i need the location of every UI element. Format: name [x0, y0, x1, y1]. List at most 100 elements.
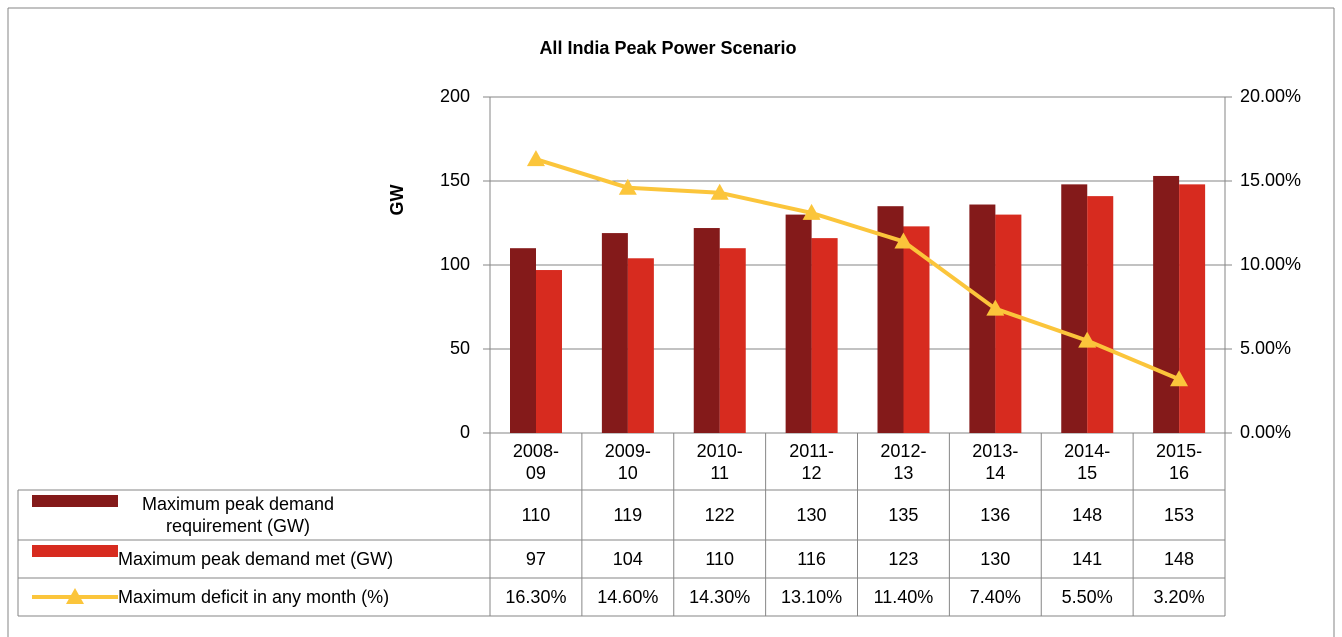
x-tick-label: 2009-10 [582, 433, 674, 490]
table-value-text: 116 [797, 549, 826, 569]
legend-label: Maximum peak demand met (GW) [118, 540, 490, 578]
table-value: 130 [949, 540, 1041, 578]
legend-label: Maximum peak demand requirement (GW) [118, 490, 358, 540]
table-value: 110 [674, 540, 766, 578]
x-tick-label: 2012-13 [858, 433, 950, 490]
table-value: 153 [1133, 490, 1225, 540]
y2-tick-label: 10.00% [1240, 254, 1301, 274]
table-value-text: 119 [613, 505, 643, 525]
x-tick-label-text: 2012-13 [880, 440, 927, 483]
table-value: 7.40% [949, 578, 1041, 616]
table-value-text: 97 [525, 549, 546, 569]
table-value-text: 148 [1072, 505, 1103, 525]
table-value: 13.10% [766, 578, 858, 616]
x-tick-label: 2015-16 [1133, 433, 1225, 490]
bar [1179, 184, 1206, 433]
table-value: 148 [1041, 490, 1133, 540]
table-value-text: 130 [796, 505, 827, 525]
y-tick-label: 50 [450, 338, 470, 358]
table-value-text: 122 [704, 505, 735, 525]
table-value-text: 148 [1164, 549, 1195, 569]
table-value: 14.60% [582, 578, 674, 616]
y-tick-label: 200 [440, 86, 470, 106]
legend-label-text: Maximum peak demand requirement (GW) [141, 494, 335, 536]
marker [1078, 331, 1097, 348]
table-value: 110 [490, 490, 582, 540]
table-value: 104 [582, 540, 674, 578]
bar [536, 270, 562, 433]
bar [1061, 184, 1088, 433]
table-value-text: 135 [888, 505, 919, 525]
bar [627, 258, 654, 433]
x-tick-label-text: 2008-09 [512, 440, 559, 483]
bar [1153, 175, 1180, 433]
x-tick-label: 2010-11 [674, 433, 766, 490]
table-value-text: 123 [888, 549, 919, 569]
table-value: 5.50% [1041, 578, 1133, 616]
y-tick-label: 150 [440, 170, 470, 190]
x-tick-label-text: 2013-14 [972, 440, 1019, 483]
marker [618, 178, 637, 195]
marker [1170, 370, 1189, 387]
x-tick-label-text: 2011-12 [789, 440, 834, 483]
chart-title: All India Peak Power Scenario [539, 38, 796, 58]
table-value: 122 [674, 490, 766, 540]
y2-tick-label: 0.00% [1240, 422, 1291, 442]
bar [1087, 196, 1114, 433]
table-value: 97 [490, 540, 582, 578]
bar [693, 228, 720, 433]
x-tick-label: 2008-09 [490, 433, 582, 490]
bar [969, 204, 996, 433]
table-value-text: 110 [521, 505, 551, 525]
x-tick-label-text: 2009-10 [604, 440, 651, 483]
legend-key [32, 545, 118, 557]
y2-tick-label: 20.00% [1240, 86, 1301, 106]
x-tick-label-text: 2010-11 [696, 440, 743, 483]
table-value: 136 [949, 490, 1041, 540]
bar [811, 238, 838, 433]
table-value: 116 [766, 540, 858, 578]
marker [894, 232, 913, 249]
bar [601, 233, 628, 433]
y2-tick-label: 5.00% [1240, 338, 1291, 358]
marker [526, 150, 545, 167]
table-value-text: 14.60% [597, 587, 659, 607]
bar [995, 214, 1022, 433]
y-axis-label: GW [387, 184, 407, 215]
legend-label: Maximum deficit in any month (%) [118, 578, 490, 616]
table-value: 148 [1133, 540, 1225, 578]
bar [785, 214, 812, 433]
table-value-text: 7.40% [969, 587, 1021, 607]
marker [710, 183, 729, 200]
table-value-text: 153 [1164, 505, 1195, 525]
table-value-text: 13.10% [781, 587, 843, 607]
x-tick-label: 2011-12 [766, 433, 858, 490]
table-value: 14.30% [674, 578, 766, 616]
x-tick-label-text: 2014-15 [1064, 440, 1111, 483]
y-tick-label: 0 [460, 422, 470, 442]
line [535, 157, 1180, 382]
table-value: 3.20% [1133, 578, 1225, 616]
y2-tick-label: 15.00% [1240, 170, 1301, 190]
marker [986, 299, 1005, 316]
x-tick-label-text: 2015-16 [1156, 440, 1203, 483]
bar [719, 248, 746, 433]
table-value-text: 5.50% [1061, 587, 1113, 607]
table-value-text: 104 [612, 549, 643, 569]
table-value: 141 [1041, 540, 1133, 578]
legend-key [32, 495, 118, 507]
table-value: 11.40% [858, 578, 950, 616]
table-value-text: 14.30% [689, 587, 751, 607]
table-value: 123 [858, 540, 950, 578]
x-tick-label: 2014-15 [1041, 433, 1133, 490]
table-value-text: 3.20% [1153, 587, 1205, 607]
table-value-text: 16.30% [505, 587, 567, 607]
bar [510, 248, 536, 433]
table-value: 135 [858, 490, 950, 540]
bar [903, 226, 930, 433]
table-value: 119 [582, 490, 674, 540]
marker [802, 203, 821, 220]
table-value: 130 [766, 490, 858, 540]
